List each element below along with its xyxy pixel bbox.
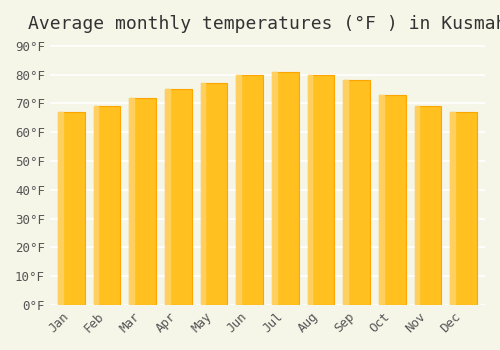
Bar [308,75,334,305]
Bar [58,112,62,305]
Bar [129,98,134,305]
Bar [272,72,276,305]
Bar [129,98,156,305]
Bar [450,112,477,305]
Bar [94,106,120,305]
Bar [379,95,406,305]
Bar [414,106,420,305]
Bar [308,75,312,305]
Bar [236,75,241,305]
Bar [165,89,192,305]
Bar [94,106,98,305]
Bar [450,112,455,305]
Bar [165,89,170,305]
Bar [200,83,228,305]
Bar [236,75,263,305]
Bar [343,80,370,305]
Bar [272,72,298,305]
Bar [414,106,442,305]
Bar [343,80,348,305]
Bar [379,95,384,305]
Bar [58,112,84,305]
Bar [200,83,205,305]
Title: Average monthly temperatures (°F ) in Kusmah: Average monthly temperatures (°F ) in Ku… [28,15,500,33]
